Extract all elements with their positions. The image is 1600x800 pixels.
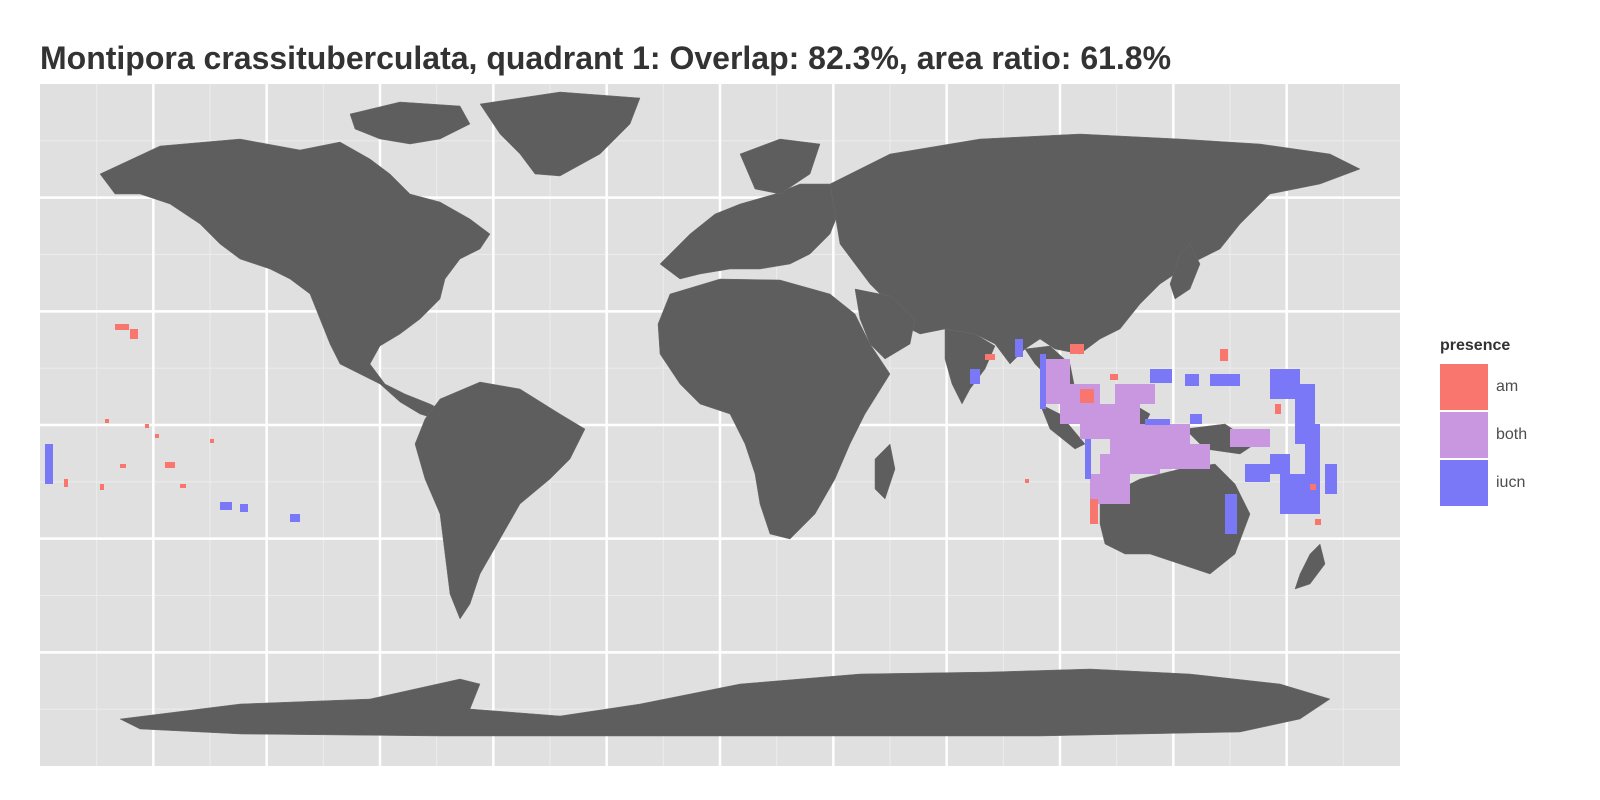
presence-iucn-cell bbox=[970, 369, 980, 384]
madagascar bbox=[874, 443, 896, 500]
presence-am-cell bbox=[115, 324, 129, 330]
europe bbox=[659, 183, 841, 280]
presence-am-cell bbox=[1090, 499, 1098, 524]
antarctica bbox=[119, 668, 1331, 737]
presence-am-cell bbox=[1275, 404, 1281, 414]
presence-iucn-cell bbox=[220, 502, 232, 510]
presence-iucn-cell bbox=[1305, 424, 1320, 474]
presence-both-cell bbox=[1100, 454, 1160, 474]
legend-key-iucn bbox=[1440, 460, 1488, 506]
presence-am-cell bbox=[1080, 389, 1094, 403]
presence-iucn-cell bbox=[1145, 419, 1170, 425]
japan bbox=[1169, 243, 1201, 300]
scandinavia bbox=[739, 138, 821, 195]
arctic-islands bbox=[349, 101, 471, 145]
presence-iucn-cell bbox=[1210, 374, 1240, 386]
presence-iucn-cell bbox=[45, 444, 53, 484]
presence-iucn-cell bbox=[240, 504, 248, 512]
presence-am-cell bbox=[1220, 349, 1228, 361]
presence-both-cell bbox=[1115, 384, 1155, 404]
presence-am-cell bbox=[1025, 479, 1029, 483]
greenland bbox=[479, 91, 641, 177]
legend-label-both: both bbox=[1496, 426, 1528, 443]
presence-iucn-cell bbox=[1190, 414, 1202, 424]
presence-iucn-cell bbox=[1150, 369, 1172, 383]
presence-iucn-cell bbox=[1280, 474, 1320, 514]
india bbox=[944, 328, 996, 405]
legend-label-iucn: iucn bbox=[1496, 474, 1526, 491]
arabia bbox=[854, 288, 916, 360]
presence-iucn-cell bbox=[1325, 464, 1337, 494]
presence-am-cell bbox=[1070, 344, 1084, 354]
legend-key-am bbox=[1440, 364, 1488, 410]
presence-am-cell bbox=[210, 439, 214, 443]
presence-am-cell bbox=[985, 354, 995, 360]
chart-title: Montipora crassituberculata, quadrant 1:… bbox=[40, 40, 1172, 76]
presence-both-cell bbox=[1230, 429, 1270, 447]
presence-iucn-cell bbox=[1185, 374, 1199, 386]
presence-am-cell bbox=[1310, 484, 1316, 490]
presence-am-cell bbox=[130, 329, 138, 339]
new-zealand bbox=[1294, 543, 1326, 590]
presence-am-cell bbox=[145, 424, 149, 428]
presence-iucn-cell bbox=[1085, 439, 1091, 479]
presence-iucn-cell bbox=[1015, 339, 1023, 357]
presence-iucn-cell bbox=[1270, 454, 1290, 474]
presence-am-cell bbox=[64, 479, 68, 487]
presence-am-cell bbox=[120, 464, 126, 468]
presence-am-cell bbox=[1315, 519, 1321, 525]
presence-iucn-cell bbox=[1245, 464, 1270, 482]
south-america bbox=[414, 381, 586, 620]
presence-cells bbox=[45, 324, 1337, 534]
legend-item-both: both bbox=[1440, 411, 1580, 459]
legend: presence am both iucn bbox=[1440, 337, 1580, 507]
legend-title: presence bbox=[1440, 337, 1511, 354]
legend-item-am: am bbox=[1440, 363, 1580, 411]
presence-iucn-cell bbox=[1040, 354, 1046, 409]
presence-am-cell bbox=[100, 484, 104, 490]
north-america bbox=[99, 138, 491, 430]
legend-key-both bbox=[1440, 412, 1488, 458]
africa bbox=[657, 278, 891, 540]
presence-am-cell bbox=[1110, 374, 1118, 380]
presence-am-cell bbox=[155, 434, 159, 438]
legend-item-iucn: iucn bbox=[1440, 459, 1580, 507]
legend-label-am: am bbox=[1496, 378, 1519, 395]
presence-am-cell bbox=[180, 484, 186, 488]
land-masses bbox=[99, 91, 1361, 737]
presence-iucn-cell bbox=[1225, 494, 1237, 534]
presence-am-cell bbox=[165, 462, 175, 468]
sumatra bbox=[1039, 403, 1086, 450]
presence-iucn-cell bbox=[290, 514, 300, 522]
presence-am-cell bbox=[105, 419, 109, 423]
map-panel bbox=[40, 84, 1400, 766]
world-map bbox=[40, 84, 1400, 766]
